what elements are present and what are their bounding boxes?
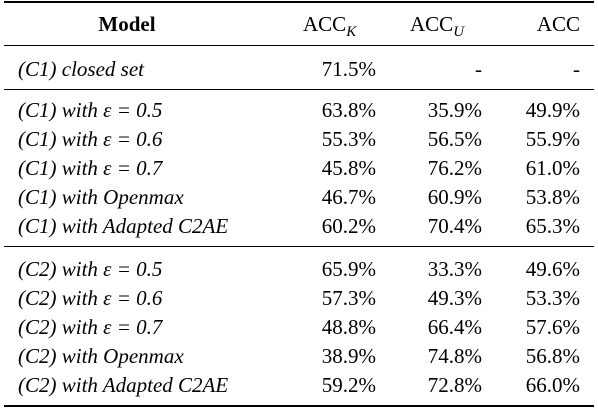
row-accu: 49.3% bbox=[427, 286, 482, 310]
row-acc: 65.3% bbox=[525, 214, 580, 238]
row-accu: 35.9% bbox=[427, 98, 482, 122]
row-acck: 60.2% bbox=[321, 214, 376, 238]
row-acck: 45.8% bbox=[321, 156, 376, 180]
row-model: (C2) with ε = 0.5 bbox=[18, 257, 163, 281]
row-accu: 72.8% bbox=[427, 373, 482, 397]
row-model: (C1) with Adapted C2AE bbox=[18, 214, 229, 238]
row-model: (C1) closed set bbox=[18, 57, 144, 81]
row-accu: 70.4% bbox=[427, 214, 482, 238]
table-row: (C1) with ε = 0.7 45.8% 76.2% 61.0% bbox=[0, 154, 598, 183]
row-acck: 59.2% bbox=[321, 373, 376, 397]
header-rule bbox=[4, 45, 594, 46]
bottom-rule bbox=[4, 405, 594, 407]
table-row: (C2) with Adapted C2AE 59.2% 72.8% 66.0% bbox=[0, 371, 598, 400]
table-row: (C1) with Adapted C2AE 60.2% 70.4% 65.3% bbox=[0, 212, 598, 241]
row-model: (C1) with ε = 0.5 bbox=[18, 98, 163, 122]
row-acck: 46.7% bbox=[321, 185, 376, 209]
group-rule bbox=[4, 246, 594, 247]
row-acc: 49.6% bbox=[525, 257, 580, 281]
header-row: Model ACCK ACCU ACC bbox=[0, 10, 598, 40]
row-acck: 55.3% bbox=[321, 127, 376, 151]
row-acc: 61.0% bbox=[525, 156, 580, 180]
row-acc: 49.9% bbox=[525, 98, 580, 122]
row-accu: 66.4% bbox=[427, 315, 482, 339]
row-model: (C2) with Openmax bbox=[18, 344, 184, 368]
row-model: (C1) with ε = 0.7 bbox=[18, 156, 163, 180]
row-accu: 33.3% bbox=[427, 257, 482, 281]
group-rule bbox=[4, 89, 594, 90]
row-acc: - bbox=[573, 57, 580, 81]
row-acck: 57.3% bbox=[321, 286, 376, 310]
table-row: (C1) with Openmax 46.7% 60.9% 53.8% bbox=[0, 183, 598, 212]
row-acc: 57.6% bbox=[525, 315, 580, 339]
row-acc: 56.8% bbox=[525, 344, 580, 368]
table-row: (C2) with ε = 0.5 65.9% 33.3% 49.6% bbox=[0, 255, 598, 284]
row-acc: 53.3% bbox=[525, 286, 580, 310]
row-acck: 65.9% bbox=[321, 257, 376, 281]
table-row: (C1) closed set 71.5% - - bbox=[0, 55, 598, 84]
row-accu: 56.5% bbox=[427, 127, 482, 151]
row-accu: 76.2% bbox=[427, 156, 482, 180]
row-model: (C1) with ε = 0.6 bbox=[18, 127, 163, 151]
row-accu: - bbox=[475, 57, 482, 81]
row-model: (C2) with ε = 0.6 bbox=[18, 286, 163, 310]
row-acck: 48.8% bbox=[321, 315, 376, 339]
table-row: (C1) with ε = 0.6 55.3% 56.5% 55.9% bbox=[0, 125, 598, 154]
row-acck: 71.5% bbox=[321, 57, 376, 81]
row-model: (C1) with Openmax bbox=[18, 185, 184, 209]
row-acc: 53.8% bbox=[525, 185, 580, 209]
row-acck: 38.9% bbox=[321, 344, 376, 368]
header-acck: ACCK bbox=[303, 12, 357, 40]
header-acc: ACC bbox=[536, 12, 580, 36]
row-accu: 74.8% bbox=[427, 344, 482, 368]
row-acc: 66.0% bbox=[525, 373, 580, 397]
row-acc: 55.9% bbox=[525, 127, 580, 151]
header-model: Model bbox=[98, 12, 156, 36]
table-row: (C2) with ε = 0.6 57.3% 49.3% 53.3% bbox=[0, 284, 598, 313]
table-row: (C1) with ε = 0.5 63.8% 35.9% 49.9% bbox=[0, 96, 598, 125]
row-model: (C2) with ε = 0.7 bbox=[18, 315, 163, 339]
row-accu: 60.9% bbox=[427, 185, 482, 209]
table-row: (C2) with ε = 0.7 48.8% 66.4% 57.6% bbox=[0, 313, 598, 342]
header-accu: ACCU bbox=[410, 12, 465, 40]
row-acck: 63.8% bbox=[321, 98, 376, 122]
table-row: (C2) with Openmax 38.9% 74.8% 56.8% bbox=[0, 342, 598, 371]
top-rule bbox=[4, 1, 594, 3]
row-model: (C2) with Adapted C2AE bbox=[18, 373, 229, 397]
